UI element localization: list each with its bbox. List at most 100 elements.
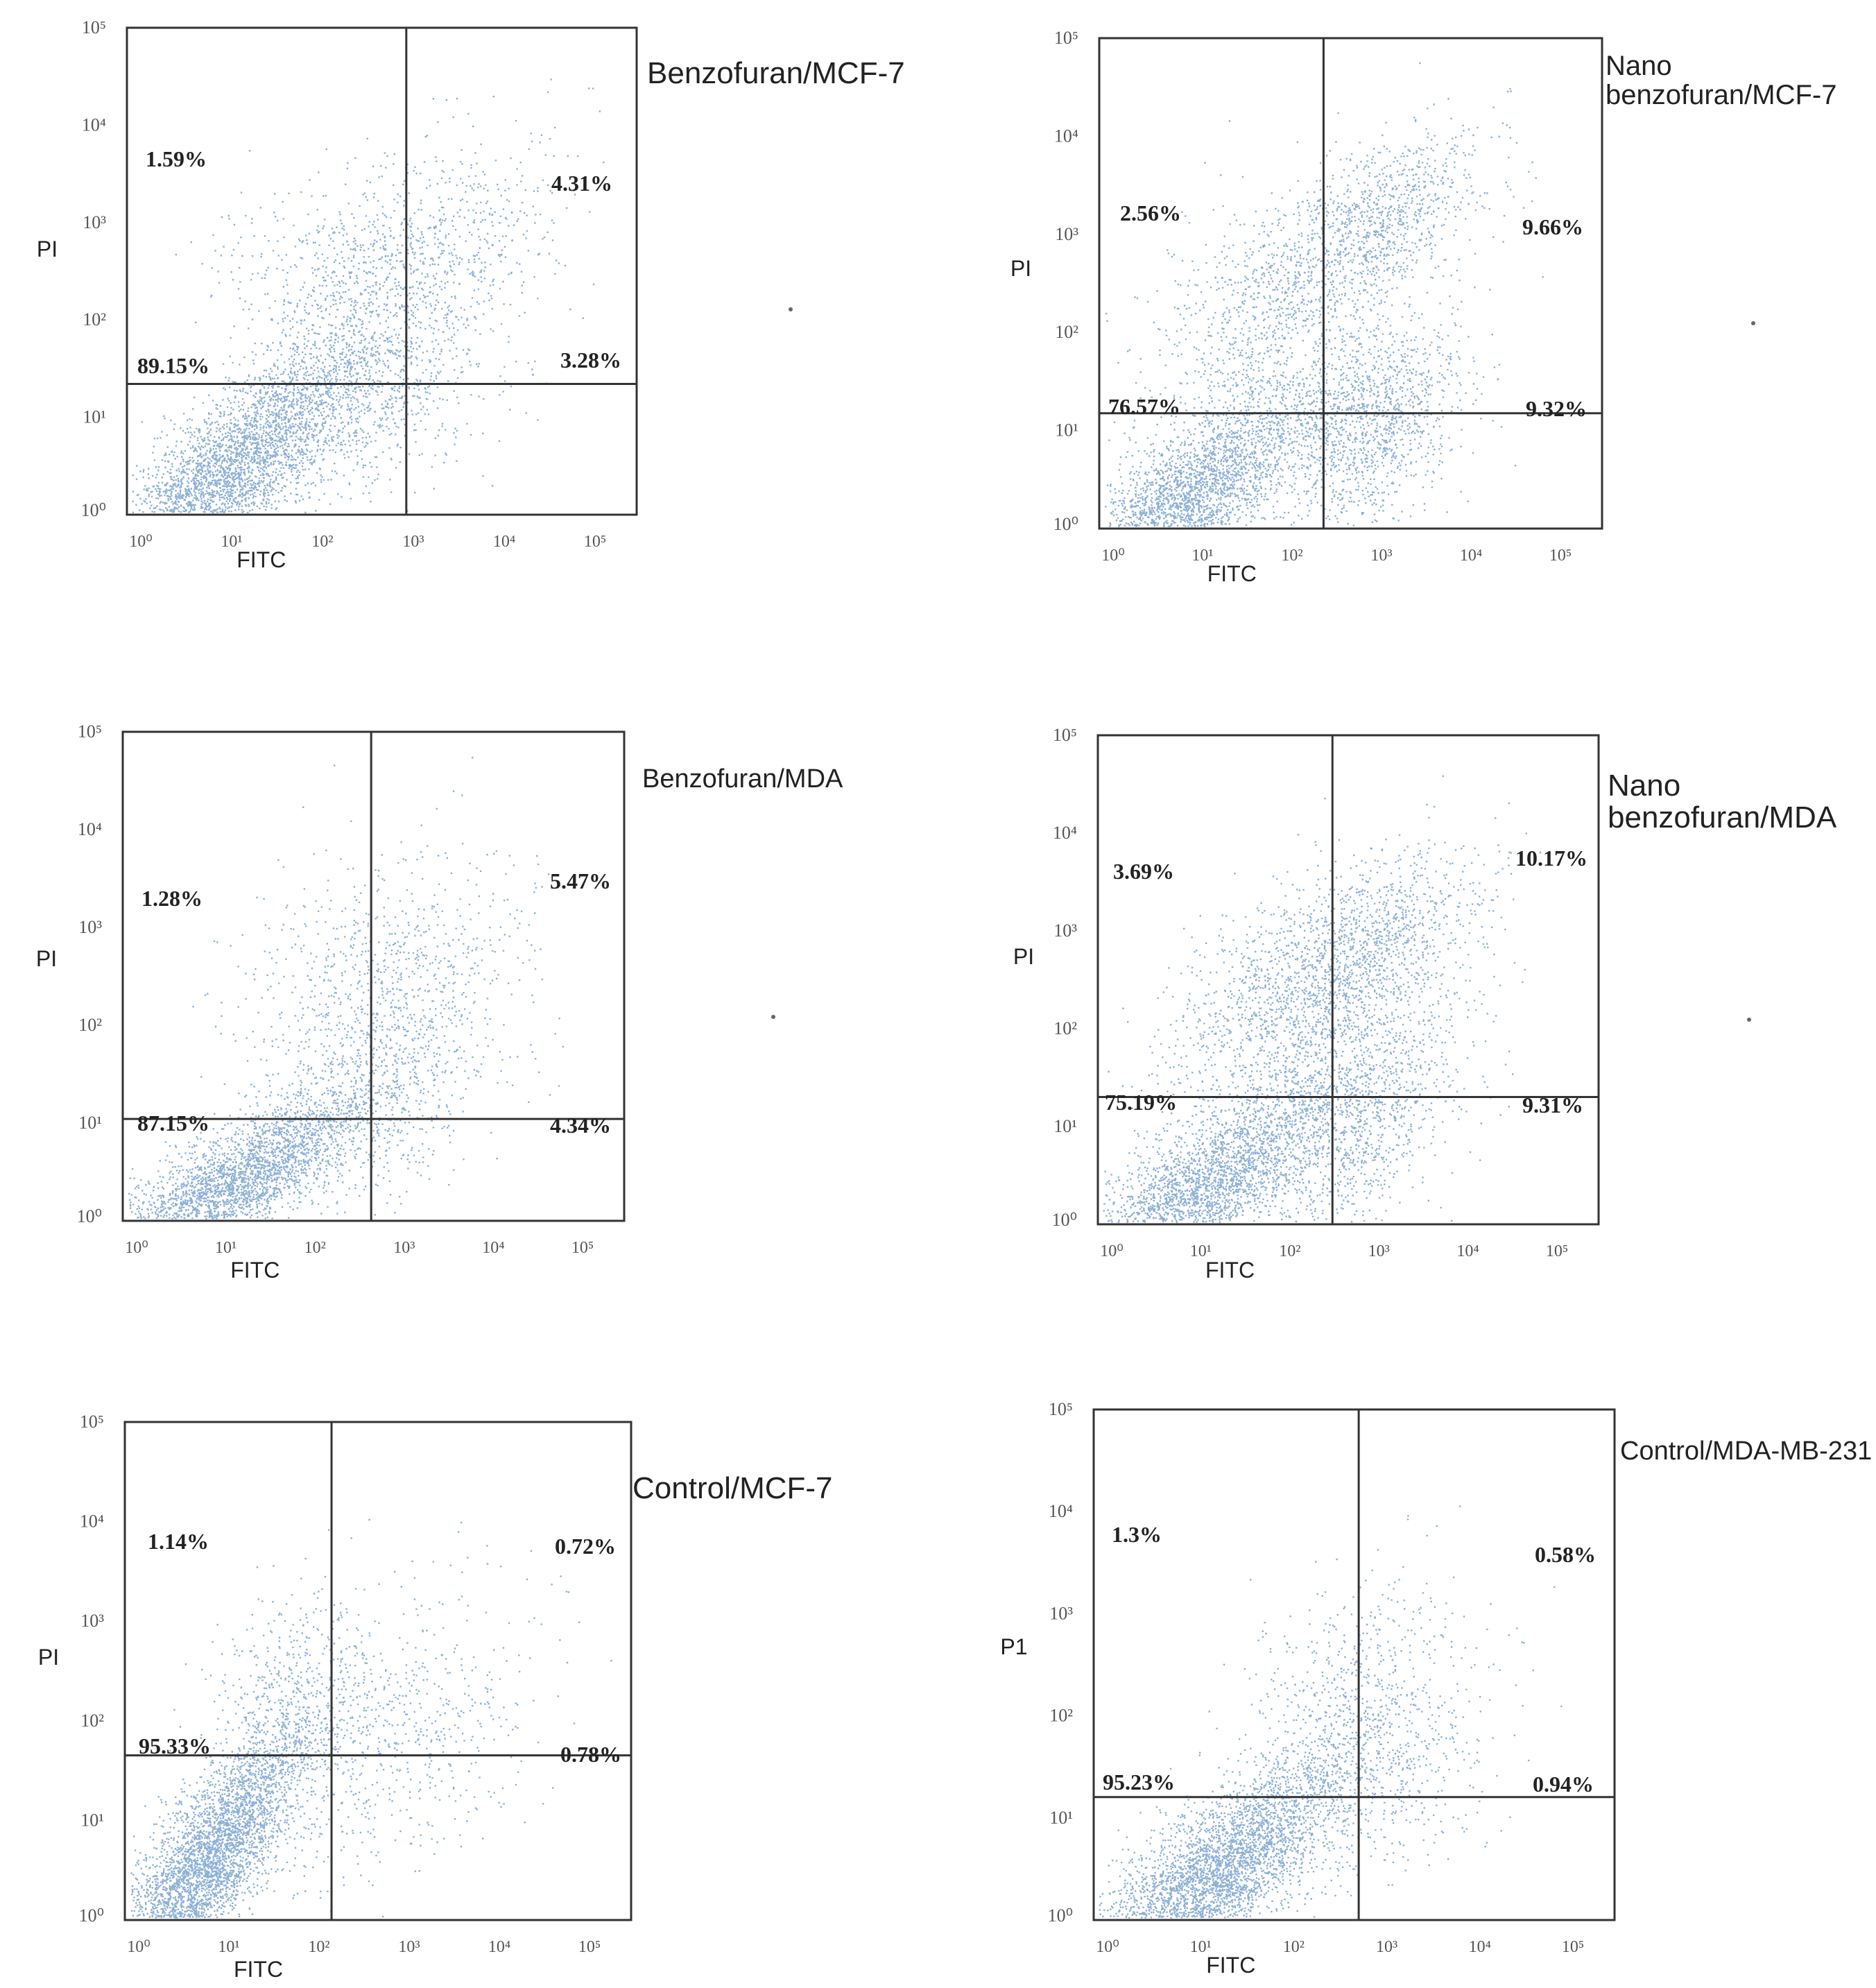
y-tick-label: 10⁴ [1054, 126, 1078, 146]
quadrant-lower-left-percent: 76.57% [1108, 394, 1180, 419]
y-tick-label: 10¹ [83, 407, 106, 427]
x-tick-label: 10¹ [1191, 547, 1213, 565]
plot-frame [123, 1421, 632, 1921]
plot-frame [1096, 734, 1600, 1226]
x-tick-label: 10² [1281, 547, 1302, 565]
y-tick-label: 10² [1053, 1018, 1077, 1038]
quadrant-upper-left-percent: 1.3% [1112, 1522, 1162, 1547]
y-tick-label: 10¹ [1055, 420, 1078, 440]
quadrant-lower-left-percent: 95.23% [1103, 1770, 1175, 1794]
y-tick-label: 10⁰ [81, 500, 106, 520]
y-tick-label: 10³ [78, 917, 102, 937]
y-tick-label: 10⁴ [1053, 823, 1077, 843]
x-tick-label: 10³ [1368, 1242, 1390, 1260]
x-tick-label: 10¹ [215, 1239, 236, 1257]
x-tick-label: 10⁴ [482, 1239, 504, 1257]
x-tick-label: 10⁴ [488, 1938, 510, 1956]
x-tick-label: 10³ [398, 1938, 420, 1956]
x-tick-label: 10⁴ [493, 533, 515, 551]
panel-4: 10⁰ 10¹ 10² 10³ 10⁴ 10⁵ 10⁰ 10¹ 10² 10³ 10⁴ 10⁵ FITC… [1013, 725, 1837, 1283]
quadrant-lower-right-percent: 9.31% [1522, 1092, 1583, 1117]
plot-frame [1098, 37, 1603, 530]
x-tick-label: 10⁰ [125, 1239, 148, 1257]
panel-title: Benzofuran/MDA [642, 764, 843, 794]
x-tick-label: 10² [1279, 1242, 1300, 1260]
x-tick-label: 10² [1283, 1938, 1305, 1956]
x-tick-label: 10⁵ [1549, 547, 1572, 565]
x-tick-label: 10⁴ [1456, 1242, 1479, 1260]
x-tick-label: 10³ [402, 533, 424, 551]
x-tick-label: 10¹ [218, 1938, 239, 1956]
y-tick-label: 10⁵ [80, 1412, 104, 1432]
panel-title: Nano [1608, 769, 1680, 803]
y-tick-label: 10⁴ [82, 114, 106, 135]
x-tick-label: 10¹ [1190, 1242, 1212, 1260]
quadrant-upper-left-percent: 1.14% [148, 1529, 209, 1554]
y-tick-label: 10² [80, 1711, 104, 1731]
x-tick-label: 10⁰ [1100, 1242, 1124, 1260]
x-tick-label: 10⁵ [571, 1239, 594, 1257]
panel-5: 10⁰ 10¹ 10² 10³ 10⁴ 10⁵ 10⁰ 10¹ 10² 10³ 10⁴ 10⁵ FITC… [38, 1412, 833, 1982]
x-tick-label: 10⁵ [1562, 1938, 1584, 1956]
y-tick-label: 10⁵ [1054, 28, 1078, 48]
x-axis-label: FITC [236, 547, 286, 572]
x-tick-label: 10³ [1376, 1938, 1397, 1956]
y-tick-label: 10² [1055, 322, 1078, 342]
y-tick-label: 10³ [83, 212, 106, 232]
event-dots [130, 1518, 612, 1919]
quadrant-upper-right-percent: 0.58% [1535, 1542, 1596, 1567]
stray-dot [1747, 1018, 1751, 1022]
y-tick-label: 10⁴ [78, 819, 102, 839]
panel-3: 10⁰ 10¹ 10² 10³ 10⁴ 10⁵ 10⁰ 10¹ 10² 10³ 10⁴ 10⁵ FITC… [36, 721, 843, 1283]
x-tick-label: 10³ [1370, 547, 1392, 565]
quadrant-upper-left-percent: 1.59% [146, 146, 207, 171]
panel-title: benzofuran/MDA [1608, 800, 1837, 834]
x-tick-label: 10² [311, 533, 333, 551]
x-tick-label: 10² [304, 1239, 326, 1257]
x-axis-label: FITC [1206, 1953, 1255, 1978]
quadrant-lower-left-percent: 87.15% [137, 1111, 209, 1136]
panel-title: Control/MDA-MB-231 [1620, 1437, 1872, 1466]
panel-6: 10⁰ 10¹ 10² 10³ 10⁴ 10⁵ 10⁰ 10¹ 10² 10³ 10⁴ 10⁵ FITC… [1000, 1399, 1872, 1978]
panel-title: Benzofuran/MCF-7 [647, 56, 905, 90]
panels: 10⁰ 10¹ 10² 10³ 10⁴ 10⁵ 10⁰ 10¹ 10² 10³ 10⁴ 10⁵ FITC… [36, 17, 1872, 1982]
quadrant-upper-right-percent: 5.47% [550, 868, 611, 893]
quadrant-upper-left-percent: 2.56% [1120, 200, 1181, 225]
panel-1: 10⁰ 10¹ 10² 10³ 10⁴ 10⁵ 10⁰ 10¹ 10² 10³ 10⁴ 10⁵ FITC… [37, 17, 905, 572]
y-tick-label: 10² [1049, 1706, 1073, 1726]
y-tick-label: 10⁰ [79, 1905, 104, 1926]
quadrant-upper-right-percent: 4.31% [551, 171, 612, 196]
panel-title: Control/MCF-7 [632, 1471, 833, 1505]
quadrant-lower-left-percent: 75.19% [1105, 1090, 1177, 1115]
quadrant-lower-right-percent: 4.34% [550, 1113, 611, 1138]
x-tick-label: 10⁵ [1546, 1242, 1568, 1260]
y-tick-label: 10⁴ [80, 1511, 104, 1532]
x-tick-label: 10⁰ [1096, 1938, 1119, 1956]
y-tick-label: 10⁰ [1053, 514, 1078, 534]
y-tick-label: 10¹ [80, 1810, 104, 1830]
y-tick-label: 10³ [1049, 1603, 1073, 1623]
quadrant-lower-right-percent: 3.28% [560, 348, 621, 372]
quadrant-upper-left-percent: 1.28% [141, 886, 203, 911]
x-tick-label: 10³ [393, 1239, 415, 1257]
y-tick-label: 10⁴ [1049, 1501, 1073, 1521]
y-tick-label: 10⁵ [1049, 1399, 1073, 1419]
panel-title: Nano [1606, 51, 1672, 81]
quadrant-upper-left-percent: 3.69% [1113, 859, 1174, 884]
panel-title: benzofuran/MCF-7 [1606, 80, 1836, 110]
y-tick-label: 10⁵ [1053, 725, 1077, 745]
y-tick-label: 10³ [1055, 224, 1078, 244]
y-tick-label: 10³ [1053, 920, 1077, 941]
quadrant-upper-right-percent: 9.66% [1522, 214, 1583, 239]
plot-frame [1092, 1408, 1616, 1921]
quadrant-upper-right-percent: 0.72% [555, 1534, 616, 1559]
quadrant-upper-right-percent: 10.17% [1515, 846, 1587, 871]
y-tick-label: 10² [78, 1015, 102, 1035]
y-axis-label: PI [38, 1645, 59, 1670]
y-tick-label: 10⁰ [1052, 1210, 1077, 1230]
y-axis-label: PI [1013, 944, 1034, 969]
stray-dot [789, 307, 793, 311]
x-axis-label: FITC [230, 1258, 279, 1283]
